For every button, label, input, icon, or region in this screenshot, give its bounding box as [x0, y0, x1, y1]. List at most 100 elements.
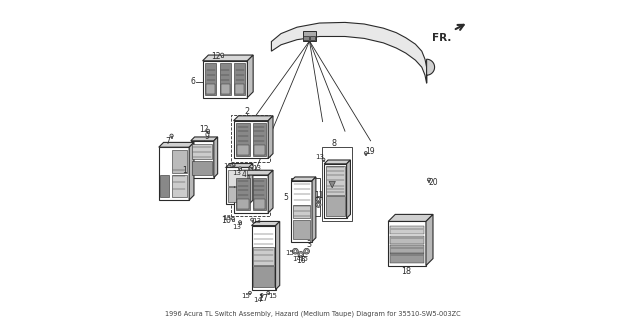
Polygon shape — [329, 181, 336, 188]
Circle shape — [267, 291, 270, 294]
Text: 9: 9 — [205, 132, 210, 141]
Polygon shape — [159, 142, 194, 147]
Polygon shape — [388, 214, 433, 221]
Text: 15: 15 — [269, 293, 277, 299]
Bar — [172, 175, 187, 197]
Bar — [249, 293, 250, 294]
Bar — [253, 178, 266, 210]
Bar — [365, 153, 366, 155]
Bar — [253, 247, 274, 265]
Text: 1: 1 — [183, 166, 187, 175]
Bar — [232, 170, 270, 216]
Bar — [253, 266, 274, 287]
Bar — [160, 175, 169, 197]
Text: FR.: FR. — [432, 33, 451, 43]
Bar — [390, 236, 424, 244]
Circle shape — [322, 158, 325, 161]
Bar — [253, 123, 266, 156]
Circle shape — [305, 250, 308, 253]
Circle shape — [292, 248, 298, 254]
Bar — [203, 61, 247, 98]
Polygon shape — [191, 137, 218, 141]
Polygon shape — [291, 177, 316, 181]
Circle shape — [249, 291, 252, 294]
Polygon shape — [324, 160, 351, 164]
Circle shape — [232, 217, 235, 220]
Bar — [233, 165, 234, 167]
Text: 12: 12 — [212, 52, 221, 61]
Polygon shape — [249, 164, 253, 204]
Bar — [237, 145, 249, 155]
Text: 13: 13 — [232, 171, 242, 176]
Bar — [252, 226, 275, 290]
Text: 4: 4 — [242, 170, 247, 179]
Text: 2: 2 — [245, 107, 250, 116]
Bar — [324, 164, 347, 218]
Polygon shape — [214, 137, 218, 178]
Bar — [326, 166, 345, 195]
Text: 14: 14 — [254, 297, 262, 303]
Circle shape — [250, 165, 253, 168]
Text: 15: 15 — [285, 251, 294, 256]
Bar — [232, 115, 270, 162]
Text: 13: 13 — [223, 164, 232, 169]
Bar — [207, 131, 208, 132]
Circle shape — [232, 164, 235, 167]
Circle shape — [207, 129, 210, 132]
Polygon shape — [252, 221, 280, 226]
Circle shape — [304, 248, 309, 254]
Text: 11: 11 — [314, 191, 324, 200]
Circle shape — [239, 221, 242, 224]
Text: 5: 5 — [284, 193, 288, 202]
Bar — [233, 175, 268, 213]
Text: 1996 Acura TL Switch Assembly, Hazard (Medium Taupe) Diagram for 35510-SW5-003ZC: 1996 Acura TL Switch Assembly, Hazard (M… — [165, 311, 461, 317]
Circle shape — [317, 198, 320, 200]
Bar — [254, 199, 265, 209]
Bar — [323, 160, 324, 161]
Polygon shape — [203, 55, 253, 61]
Polygon shape — [426, 59, 434, 83]
Bar — [390, 253, 424, 263]
Bar — [251, 166, 252, 168]
Bar — [252, 220, 253, 221]
Polygon shape — [426, 214, 433, 266]
Bar — [428, 180, 429, 181]
Circle shape — [316, 202, 321, 207]
Bar — [172, 150, 187, 173]
Circle shape — [220, 53, 223, 56]
Circle shape — [428, 178, 431, 181]
Text: 18: 18 — [401, 267, 411, 276]
Bar — [220, 84, 230, 94]
Circle shape — [364, 152, 367, 155]
Polygon shape — [275, 221, 280, 290]
Bar — [226, 167, 249, 204]
Polygon shape — [233, 170, 273, 175]
Bar — [390, 226, 424, 234]
Text: 19: 19 — [365, 147, 375, 156]
Text: 10: 10 — [222, 216, 232, 225]
Bar — [236, 123, 250, 156]
Bar — [235, 84, 244, 94]
Bar — [254, 145, 265, 155]
Bar — [228, 170, 247, 186]
Text: 13: 13 — [252, 165, 262, 171]
Bar — [326, 196, 345, 216]
Text: 17: 17 — [259, 294, 269, 303]
Bar — [222, 55, 223, 57]
Bar — [192, 161, 212, 175]
Text: 16: 16 — [296, 256, 305, 265]
Bar — [205, 63, 217, 95]
Bar — [390, 245, 424, 253]
Bar — [236, 178, 250, 210]
Text: 14: 14 — [292, 256, 302, 261]
Circle shape — [299, 253, 302, 256]
Circle shape — [316, 196, 321, 202]
Text: 6: 6 — [190, 77, 195, 86]
Text: 13: 13 — [222, 215, 231, 221]
Bar — [310, 36, 316, 40]
Polygon shape — [268, 170, 273, 213]
Bar — [234, 63, 245, 95]
Text: 15: 15 — [300, 256, 309, 261]
Text: 13: 13 — [315, 155, 324, 160]
Polygon shape — [233, 116, 273, 121]
